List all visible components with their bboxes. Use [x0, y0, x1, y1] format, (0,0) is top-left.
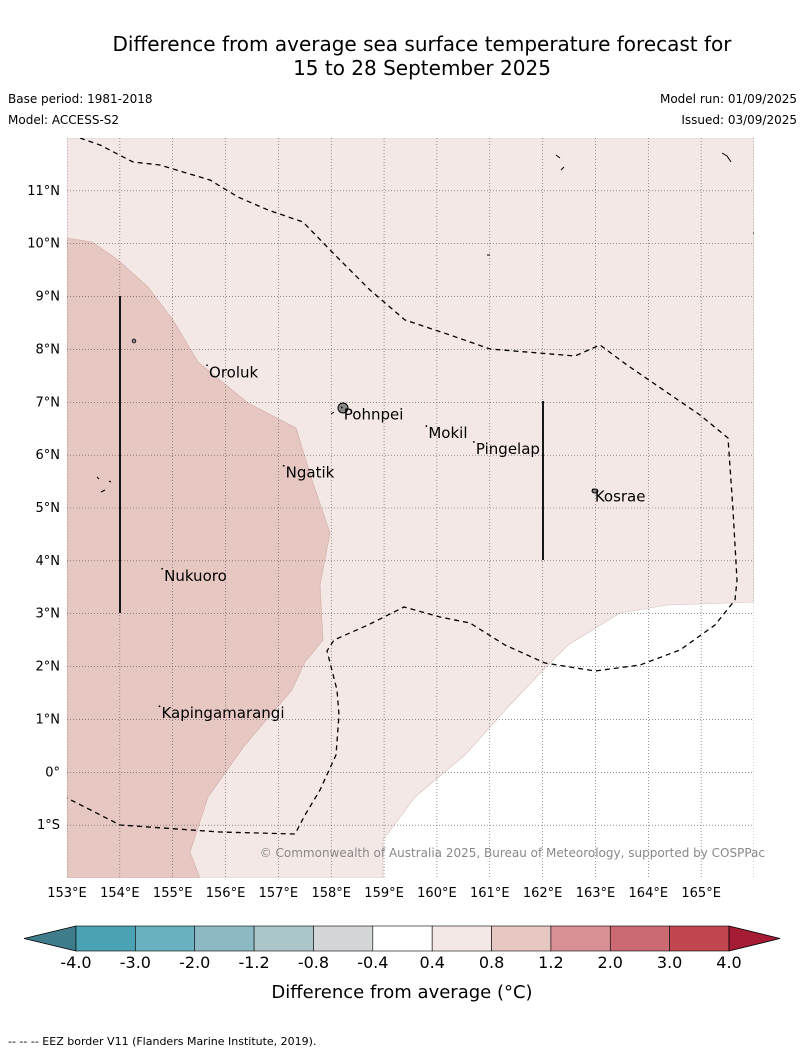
latitude-label: 4°N — [36, 554, 61, 569]
longitude-label: 164°E — [629, 886, 669, 901]
latitude-label: 0° — [45, 765, 60, 780]
island-label: Pingelap — [476, 440, 540, 458]
latitude-label: 11°N — [27, 184, 60, 199]
longitude-label: 159°E — [364, 886, 404, 901]
eez-footnote: -- -- -- EEZ border V11 (Flanders Marine… — [8, 1035, 317, 1048]
longitude-label: 162°E — [523, 886, 563, 901]
island-dot — [158, 705, 161, 708]
colorbar-label: Difference from average (°C) — [271, 982, 532, 1003]
colorbar-tick-label: -2.0 — [179, 953, 210, 972]
longitude-label: 156°E — [206, 886, 246, 901]
colorbar-swatch — [194, 925, 255, 952]
island-mokil: Mokil — [425, 424, 467, 442]
colorbar-tick-label: 4.0 — [716, 953, 741, 972]
colorbar-extend-low — [23, 925, 77, 952]
colorbar-tick-label: 0.4 — [419, 953, 444, 972]
longitude-label: 158°E — [311, 886, 351, 901]
colorbar-swatch — [75, 925, 136, 952]
colorbar-tick-label: -0.4 — [357, 953, 388, 972]
longitude-label: 165°E — [681, 886, 721, 901]
latitude-label: 9°N — [36, 290, 61, 305]
longitude-label: 153°E — [47, 886, 87, 901]
colorbar-swatch — [491, 925, 552, 952]
longitude-label: 161°E — [470, 886, 510, 901]
island-dot — [206, 364, 208, 367]
island-dot — [340, 406, 343, 409]
island-kosrae: Kosrae — [591, 488, 646, 506]
latitude-label: 6°N — [36, 448, 61, 463]
island-pohnpei: Pohnpei — [340, 406, 404, 424]
issued-date: Issued: 03/09/2025 — [681, 113, 797, 127]
colorbar-tick-label: -1.2 — [238, 953, 269, 972]
colorbar-extend-high — [728, 925, 781, 952]
longitude-label: 163°E — [576, 886, 616, 901]
island-label: Pohnpei — [344, 406, 404, 424]
island-label: Kapingamarangi — [161, 704, 284, 722]
colorbar-tick-label: -0.8 — [298, 953, 329, 972]
pohnpei-island-shape — [337, 402, 349, 414]
longitude-label: 155°E — [153, 886, 193, 901]
model-run: Model run: 01/09/2025 — [659, 92, 797, 106]
atoll-shape-north-east — [555, 152, 732, 171]
island-label: Kosrae — [595, 488, 646, 506]
title-line-2: 15 to 28 September 2025 — [293, 56, 551, 80]
chart-title: Difference from average sea surface temp… — [0, 32, 804, 80]
colorbar-swatch — [253, 925, 314, 952]
colorbar-swatch — [313, 925, 374, 952]
longitude-label: 160°E — [417, 886, 457, 901]
latitude-label: 2°N — [36, 660, 61, 675]
island-dot — [425, 425, 428, 427]
atoll-shape-north — [487, 232, 754, 256]
latitude-label: 1°S — [37, 818, 60, 833]
title-line-1: Difference from average sea surface temp… — [112, 32, 732, 56]
island-kapingamarangi: Kapingamarangi — [158, 704, 285, 722]
region-markers — [119, 296, 544, 613]
latitude-label: 5°N — [36, 501, 61, 516]
island-dot — [473, 441, 475, 443]
colorbar: -4.0 -3.0 -2.0 -1.2 -0.8 -0.4 0.4 0.8 1.2 2.0 3.0 4… — [23, 925, 781, 972]
latitude-label: 1°N — [36, 712, 61, 727]
colorbar-swatch — [431, 925, 492, 952]
copyright-notice: © Commonwealth of Australia 2025, Bureau… — [260, 846, 765, 860]
latitude-label: 10°N — [27, 237, 60, 252]
colorbar-tick-label: 3.0 — [657, 953, 682, 972]
colorbar-swatch — [609, 925, 670, 952]
anomaly-band-0.8-1.2 — [67, 237, 331, 878]
colorbar-swatch — [135, 925, 196, 952]
island-oroluk: Oroluk — [206, 363, 259, 381]
island-dot — [282, 464, 285, 467]
atoll-shape-west — [131, 338, 137, 344]
island-label: Mokil — [428, 424, 467, 442]
model-name: Model: ACCESS-S2 — [8, 113, 120, 127]
colorbar-tick-label: 1.2 — [538, 953, 563, 972]
longitude-label: 157°E — [259, 886, 299, 901]
map-plot-area: Oroluk Pohnpei Mokil Pingelap Ngatik Kosrae Nu… — [67, 138, 754, 878]
longitude-label: 154°E — [100, 886, 140, 901]
colorbar-swatch — [550, 925, 611, 952]
pohnpei-reef-mark — [330, 411, 335, 415]
eez-border-north — [67, 138, 738, 835]
eez-border — [67, 138, 738, 835]
colorbar-swatch — [372, 925, 433, 952]
colorbar-tick-label: -3.0 — [120, 953, 151, 972]
colorbar-tick-label: 0.8 — [479, 953, 504, 972]
colorbar-swatch — [669, 925, 730, 952]
atoll-shape-west-small — [96, 476, 112, 493]
island-label: Nukuoro — [164, 567, 227, 585]
sst-map: Oroluk Pohnpei Mokil Pingelap Ngatik Kosrae Nu… — [23, 138, 781, 1003]
island-outlines — [96, 152, 754, 494]
island-dot — [591, 488, 594, 491]
island-label: Oroluk — [209, 363, 258, 381]
base-period: Base period: 1981-2018 — [8, 92, 153, 106]
island-pingelap: Pingelap — [473, 440, 540, 458]
colorbar-tick-label: -4.0 — [60, 953, 91, 972]
latitude-label: 8°N — [36, 342, 61, 357]
island-label: Ngatik — [286, 464, 335, 482]
island-nukuoro: Nukuoro — [161, 567, 227, 585]
latitude-label: 3°N — [36, 607, 61, 622]
island-ngatik: Ngatik — [282, 464, 335, 482]
colorbar-tick-label: 2.0 — [598, 953, 623, 972]
island-dot — [161, 567, 164, 570]
latitude-label: 7°N — [36, 395, 61, 410]
